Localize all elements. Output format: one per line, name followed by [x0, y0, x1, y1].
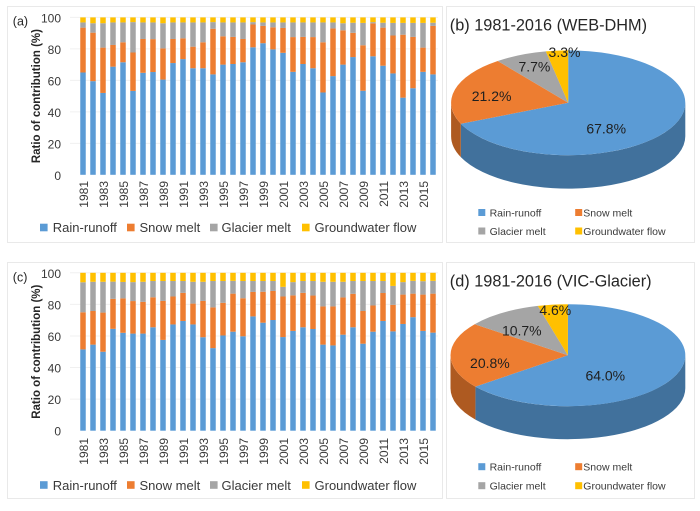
svg-text:1993: 1993 — [197, 181, 211, 208]
svg-text:2005: 2005 — [317, 181, 331, 208]
svg-text:1995: 1995 — [217, 181, 231, 208]
svg-text:1985: 1985 — [117, 181, 131, 208]
svg-text:Groundwater flow: Groundwater flow — [583, 480, 666, 492]
svg-text:(d) 1981-2016 (VIC-Glacier): (d) 1981-2016 (VIC-Glacier) — [450, 273, 652, 291]
svg-text:10.7%: 10.7% — [502, 322, 542, 338]
svg-text:Groundwater flow: Groundwater flow — [315, 220, 417, 235]
svg-text:2013: 2013 — [397, 438, 411, 465]
svg-text:2001: 2001 — [277, 181, 291, 208]
svg-text:2003: 2003 — [297, 181, 311, 208]
svg-text:2003: 2003 — [297, 438, 311, 465]
svg-text:20: 20 — [48, 137, 62, 151]
svg-text:1995: 1995 — [217, 438, 231, 465]
svg-text:1987: 1987 — [137, 438, 151, 465]
svg-text:2013: 2013 — [397, 181, 411, 208]
svg-text:1989: 1989 — [157, 181, 171, 208]
svg-text:Rain-runoff: Rain-runoff — [53, 478, 117, 493]
svg-text:1981: 1981 — [77, 438, 91, 465]
svg-text:2007: 2007 — [337, 181, 351, 208]
svg-text:0: 0 — [54, 425, 61, 439]
svg-text:64.0%: 64.0% — [585, 368, 625, 384]
svg-text:(c): (c) — [13, 271, 28, 285]
svg-text:2015: 2015 — [417, 181, 431, 208]
svg-text:7.7%: 7.7% — [518, 58, 550, 74]
svg-text:1997: 1997 — [237, 181, 251, 208]
svg-text:Rain-runoff: Rain-runoff — [53, 220, 117, 235]
svg-text:60: 60 — [48, 74, 62, 88]
svg-text:Rain-runoff: Rain-runoff — [490, 461, 542, 473]
svg-text:100: 100 — [41, 11, 61, 25]
svg-text:Ratio of contribution (%): Ratio of contribution (%) — [31, 29, 43, 163]
svg-text:(b) 1981-2016 (WEB-DHM): (b) 1981-2016 (WEB-DHM) — [450, 17, 647, 35]
svg-text:1993: 1993 — [197, 438, 211, 465]
svg-text:Glacier melt: Glacier melt — [222, 220, 292, 235]
svg-text:(a): (a) — [13, 15, 28, 29]
svg-text:2009: 2009 — [357, 181, 371, 208]
svg-text:2011: 2011 — [377, 438, 391, 464]
svg-text:Groundwater flow: Groundwater flow — [583, 226, 666, 238]
svg-text:Snow melt: Snow melt — [583, 461, 632, 473]
svg-text:Snow melt: Snow melt — [140, 478, 201, 493]
svg-text:67.8%: 67.8% — [586, 120, 626, 136]
svg-text:Snow melt: Snow melt — [583, 207, 632, 219]
svg-text:1997: 1997 — [237, 438, 251, 465]
svg-text:40: 40 — [48, 106, 62, 120]
svg-text:Ratio of contribution (%): Ratio of contribution (%) — [31, 284, 43, 418]
svg-text:1999: 1999 — [257, 438, 271, 465]
svg-text:Rain-runoff: Rain-runoff — [490, 207, 542, 219]
svg-text:1985: 1985 — [117, 438, 131, 465]
svg-text:80: 80 — [48, 43, 62, 57]
svg-text:21.2%: 21.2% — [472, 88, 512, 104]
svg-text:60: 60 — [48, 330, 62, 344]
svg-text:2007: 2007 — [337, 438, 351, 465]
svg-text:Groundwater flow: Groundwater flow — [315, 478, 417, 493]
svg-text:1991: 1991 — [177, 181, 191, 208]
svg-text:Glacier melt: Glacier melt — [222, 478, 292, 493]
svg-text:2005: 2005 — [317, 438, 331, 465]
svg-text:1999: 1999 — [257, 181, 271, 208]
svg-text:20: 20 — [48, 393, 62, 407]
svg-text:1987: 1987 — [137, 181, 151, 208]
svg-text:20.8%: 20.8% — [470, 355, 510, 371]
svg-text:1983: 1983 — [97, 438, 111, 465]
svg-text:Glacier melt: Glacier melt — [490, 226, 546, 238]
svg-text:0: 0 — [54, 169, 61, 183]
svg-text:80: 80 — [48, 298, 62, 312]
svg-text:2015: 2015 — [417, 438, 431, 465]
svg-text:Snow melt: Snow melt — [140, 220, 201, 235]
svg-text:1991: 1991 — [177, 438, 191, 465]
svg-text:2009: 2009 — [357, 438, 371, 465]
svg-text:2011: 2011 — [377, 181, 391, 207]
svg-text:2001: 2001 — [277, 438, 291, 465]
svg-text:Glacier melt: Glacier melt — [490, 480, 546, 492]
svg-text:40: 40 — [48, 362, 62, 376]
svg-text:1981: 1981 — [77, 181, 91, 208]
svg-text:100: 100 — [41, 267, 61, 281]
svg-text:1983: 1983 — [97, 181, 111, 208]
svg-text:3.3%: 3.3% — [549, 44, 581, 60]
svg-text:1989: 1989 — [157, 438, 171, 465]
svg-text:4.6%: 4.6% — [539, 302, 571, 318]
